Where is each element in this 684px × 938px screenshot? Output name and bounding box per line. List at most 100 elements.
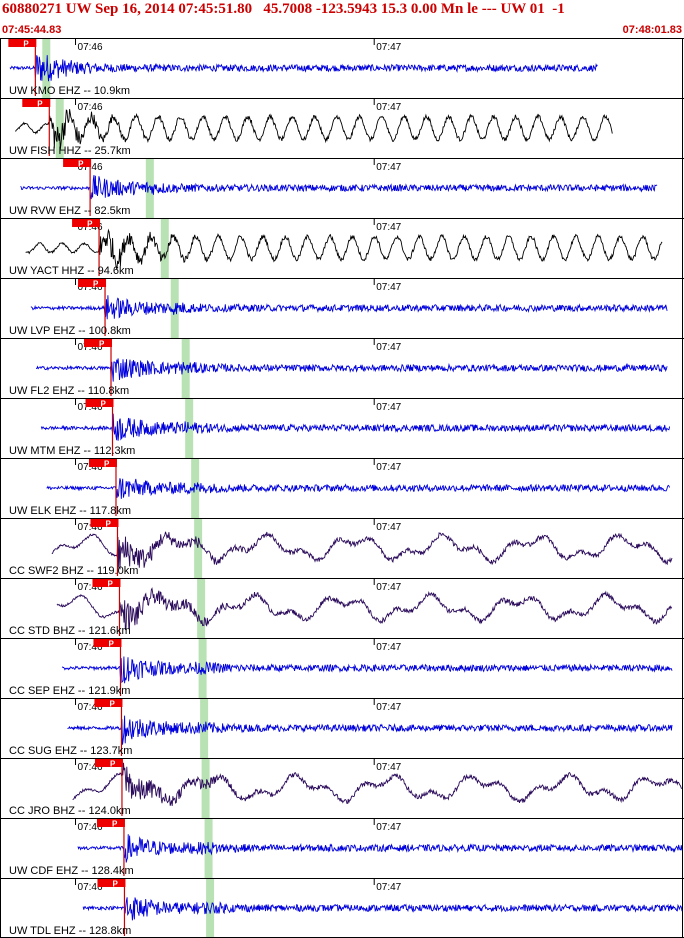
- time-mark-label: 07:46: [78, 102, 103, 113]
- time-mark-label: 07:47: [376, 582, 401, 593]
- time-mark-label: 07:47: [376, 342, 401, 353]
- station-label: UW KMO EHZ -- 10.9km: [9, 85, 130, 97]
- time-mark-label: 07:47: [376, 702, 401, 713]
- p-pick-box: [85, 399, 114, 407]
- p-pick-label: P: [109, 700, 115, 709]
- time-mark-label: 07:46: [78, 42, 103, 53]
- time-mark-label: 07:46: [78, 222, 103, 233]
- time-mark-label: 07:46: [78, 522, 103, 533]
- station-panel: 07:46 07:47 P UW KMO EHZ -- 10.9km: [0, 38, 684, 98]
- time-mark-label: 07:47: [376, 642, 401, 653]
- p-pick-box: [63, 159, 92, 167]
- waveform-trace: [82, 897, 683, 921]
- station-panel: 07:46 07:47 P UW YACT HHZ -- 94.6km: [0, 218, 684, 278]
- waveform-trace: [51, 531, 673, 570]
- p-pick-box: [94, 699, 123, 707]
- s-wave-band: [181, 338, 190, 398]
- waveform-trace: [15, 109, 613, 150]
- p-pick-box: [96, 819, 125, 827]
- s-wave-band: [194, 518, 203, 578]
- window-start-time: 07:45:44.83: [2, 24, 62, 36]
- s-wave-band: [206, 878, 215, 938]
- time-mark-label: 07:47: [376, 762, 401, 773]
- p-pick-box: [94, 759, 123, 767]
- time-mark-label: 07:46: [78, 582, 103, 593]
- waveform-trace: [67, 715, 673, 745]
- p-pick-label: P: [93, 280, 99, 289]
- station-label: CC JRO BHZ -- 124.0km: [9, 805, 131, 817]
- time-mark-label: 07:46: [78, 342, 103, 353]
- station-panel: 07:46 07:47 P CC SEP EHZ -- 121.9km: [0, 638, 684, 698]
- station-label: CC SEP EHZ -- 121.9km: [9, 685, 130, 697]
- waveform-trace: [40, 413, 671, 441]
- s-wave-band: [197, 578, 206, 638]
- station-label: UW YACT HHZ -- 94.6km: [9, 265, 134, 277]
- station-label: CC SWF2 BHZ -- 119.0km: [9, 565, 138, 577]
- p-pick-box: [84, 339, 113, 347]
- window-end-time: 07:48:01.83: [622, 24, 682, 36]
- s-wave-band: [198, 638, 207, 698]
- time-mark-label: 07:47: [376, 822, 401, 833]
- station-label: UW TDL EHZ -- 128.8km: [9, 925, 131, 937]
- time-mark-label: 07:46: [78, 702, 103, 713]
- s-wave-band: [170, 278, 179, 338]
- p-pick-box: [92, 579, 121, 587]
- p-pick-label: P: [112, 820, 118, 829]
- station-label: UW LVP EHZ -- 100.8km: [9, 325, 131, 337]
- station-panel: 07:46 07:47 P UW TDL EHZ -- 128.8km: [0, 878, 684, 938]
- p-pick-box: [93, 639, 122, 647]
- station-panel: 07:46 07:47 P CC STD BHZ -- 121.6km: [0, 578, 684, 638]
- p-pick-label: P: [108, 640, 114, 649]
- s-wave-band: [191, 458, 200, 518]
- p-pick-label: P: [105, 520, 111, 529]
- waveform-trace: [46, 478, 671, 499]
- station-label: UW MTM EHZ -- 112.3km: [9, 445, 135, 457]
- time-mark-label: 07:47: [376, 42, 401, 53]
- station-label: CC STD BHZ -- 121.6km: [9, 625, 131, 637]
- p-pick-label: P: [37, 100, 43, 109]
- time-mark-label: 07:47: [376, 882, 401, 893]
- waveform-trace: [56, 587, 673, 631]
- waveform-trace: [20, 175, 658, 200]
- station-panel: 07:46 07:47 P CC SWF2 BHZ -- 119.0km: [0, 518, 684, 578]
- s-wave-band: [55, 98, 64, 158]
- time-mark-label: 07:47: [376, 102, 401, 113]
- p-pick-box: [22, 99, 51, 107]
- time-mark-label: 07:47: [376, 462, 401, 473]
- time-mark-label: 07:46: [78, 462, 103, 473]
- time-mark-label: 07:47: [376, 222, 401, 233]
- time-mark-label: 07:46: [78, 762, 103, 773]
- station-panel: 07:46 07:47 P CC JRO BHZ -- 124.0km: [0, 758, 684, 818]
- p-pick-label: P: [23, 40, 29, 49]
- station-label: UW ELK EHZ -- 117.8km: [9, 505, 131, 517]
- waveform-trace: [72, 762, 683, 806]
- station-label: UW CDF EHZ -- 128.4km: [9, 865, 134, 877]
- time-mark-label: 07:46: [78, 642, 103, 653]
- p-pick-label: P: [99, 340, 105, 349]
- p-pick-box: [90, 519, 119, 527]
- p-pick-box: [8, 39, 37, 47]
- time-mark-label: 07:47: [376, 162, 401, 173]
- p-pick-box: [97, 879, 126, 887]
- time-mark-label: 07:47: [376, 402, 401, 413]
- station-panel: 07:46 07:47 P UW ELK EHZ -- 117.8km: [0, 458, 684, 518]
- station-panel: 07:46 07:47 P UW MTM EHZ -- 112.3km: [0, 398, 684, 458]
- s-wave-band: [160, 218, 169, 278]
- record-header: 60880271 UW Sep 16, 2014 07:45:51.80 45.…: [0, 0, 684, 38]
- time-mark-label: 07:47: [376, 522, 401, 533]
- station-panel: 07:46 07:47 P UW FISH HHZ -- 25.7km: [0, 98, 684, 158]
- time-mark-label: 07:46: [78, 402, 103, 413]
- p-pick-box: [78, 279, 107, 287]
- p-pick-box: [88, 459, 117, 467]
- station-label: UW FL2 EHZ -- 110.8km: [9, 385, 129, 397]
- time-mark-label: 07:46: [78, 882, 103, 893]
- waveform-trace: [30, 295, 668, 320]
- station-panel: 07:46 07:47 P UW LVP EHZ -- 100.8km: [0, 278, 684, 338]
- p-pick-label: P: [78, 160, 84, 169]
- p-pick-label: P: [107, 580, 113, 589]
- waveform-trace: [77, 834, 683, 863]
- station-panel: 07:46 07:47 P CC SUG EHZ -- 123.7km: [0, 698, 684, 758]
- waveform-trace: [61, 656, 673, 684]
- p-pick-label: P: [87, 220, 93, 229]
